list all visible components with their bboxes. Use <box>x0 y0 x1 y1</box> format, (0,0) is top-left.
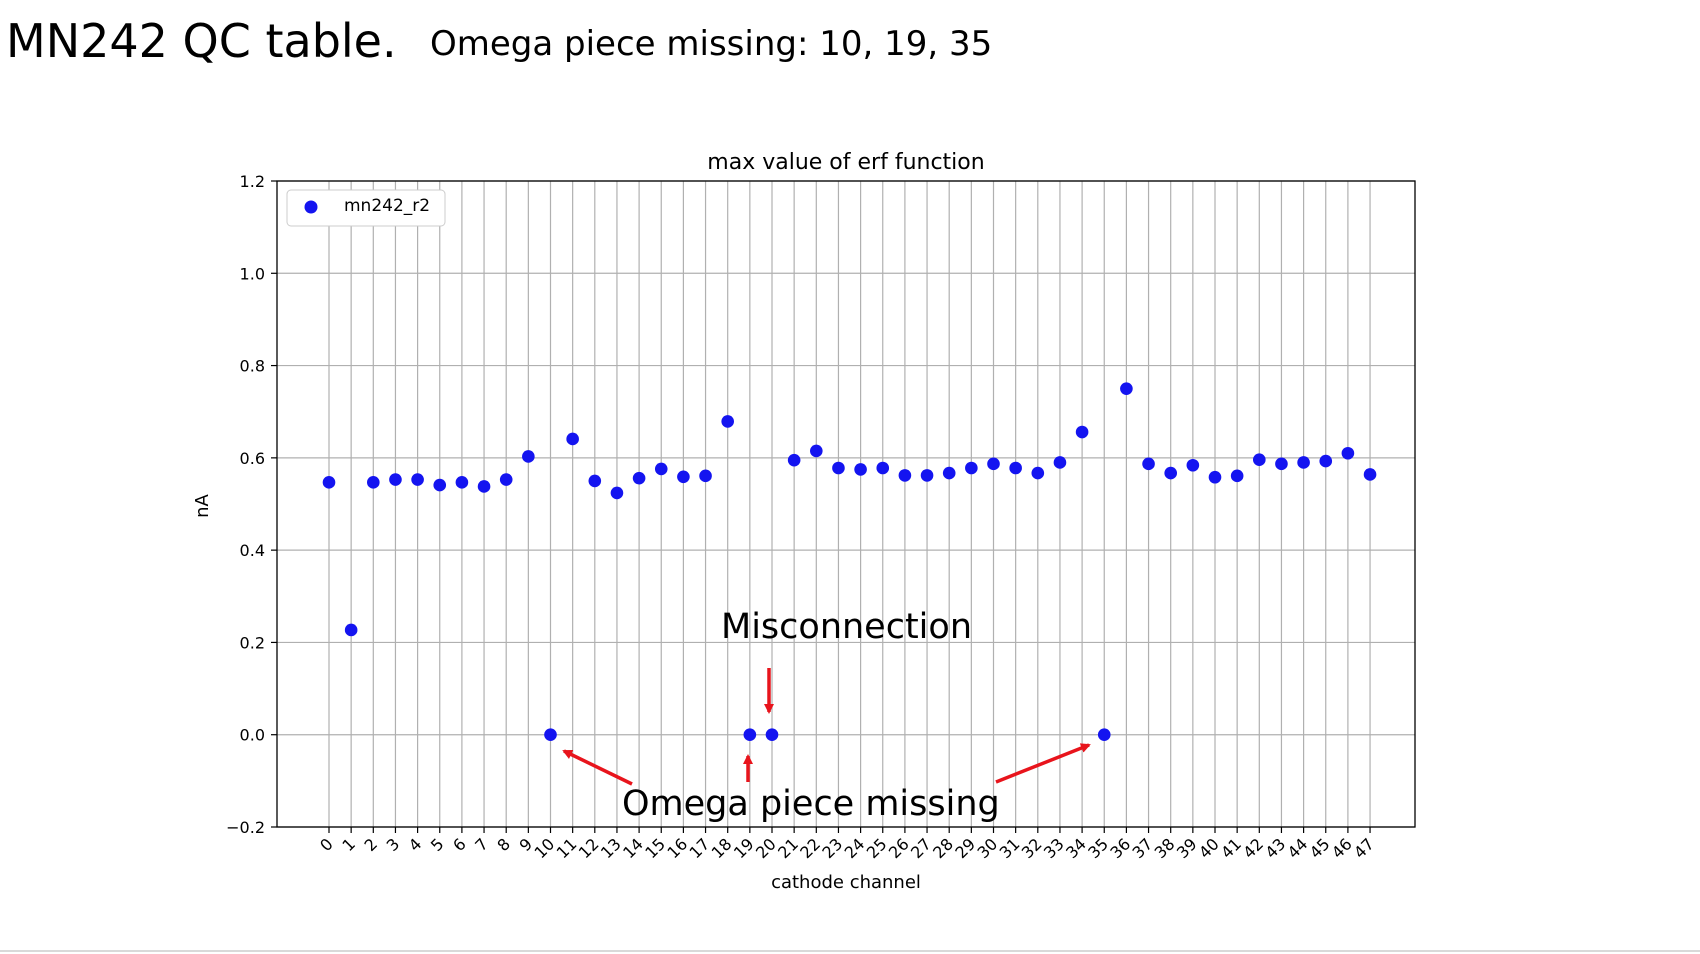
x-tick-label: 4 <box>405 834 426 855</box>
omega-arrow-right <box>995 743 1091 784</box>
y-tick-label: 1.2 <box>240 172 265 191</box>
x-tick-label: 5 <box>427 834 448 855</box>
y-tick-label: −0.2 <box>226 818 265 837</box>
data-point <box>1275 457 1288 471</box>
data-point <box>765 728 779 742</box>
x-tick-label: 2 <box>360 834 381 855</box>
data-point <box>743 728 757 742</box>
data-point <box>942 466 956 480</box>
x-tick-label: 6 <box>449 834 470 855</box>
data-point <box>832 461 845 475</box>
data-point <box>389 473 402 486</box>
plot-frame <box>276 180 1416 828</box>
y-tick-label: 0.2 <box>240 633 265 652</box>
data-point <box>522 450 535 463</box>
data-point <box>322 476 336 489</box>
legend-label: mn242_r2 <box>344 196 430 216</box>
data-point <box>677 470 690 484</box>
data-point <box>1075 425 1089 439</box>
data-point <box>699 469 712 483</box>
x-axis-ticks: 0 1 2 3 4 5 6 7 8 9101112131415161718192021222324… <box>316 827 1378 862</box>
data-point <box>499 473 513 486</box>
data-point <box>1363 468 1377 481</box>
x-tick-label: 47 <box>1350 834 1378 862</box>
data-point <box>1186 458 1200 472</box>
omega-arrow-left <box>562 749 633 786</box>
x-tick-label: 8 <box>493 834 514 855</box>
data-point <box>854 463 867 476</box>
data-point <box>566 432 579 446</box>
data-point <box>987 457 1000 471</box>
legend-box <box>286 189 446 227</box>
data-point <box>1253 453 1266 467</box>
data-point <box>1208 470 1222 484</box>
data-point <box>965 461 978 475</box>
data-point <box>1053 456 1067 469</box>
slide-subtitle: Omega piece missing: 10, 19, 35 <box>430 24 993 64</box>
grid-lines <box>277 180 1415 828</box>
data-point <box>721 415 734 428</box>
data-point <box>654 462 668 476</box>
y-tick-label: 0.0 <box>240 726 265 745</box>
x-axis-label: cathode channel <box>771 872 921 893</box>
data-point <box>632 471 646 485</box>
x-tick-label: 0 <box>316 834 337 855</box>
slide-title: MN242 QC table. <box>6 14 397 68</box>
data-point <box>433 478 447 492</box>
data-point <box>920 469 934 482</box>
data-point <box>1142 457 1155 471</box>
data-point <box>898 469 912 482</box>
data-point <box>610 486 624 500</box>
x-tick-label: 1 <box>338 834 359 855</box>
data-point <box>1230 469 1244 483</box>
data-point <box>1097 728 1111 742</box>
data-point <box>1297 456 1310 469</box>
omega-missing-annotation: Omega piece missing <box>622 784 1000 824</box>
y-tick-label: 0.8 <box>240 357 265 376</box>
data-point <box>876 461 890 475</box>
misconnection-annotation: Misconnection <box>721 607 972 647</box>
slide-bottom-rule <box>0 950 1700 952</box>
y-axis-ticks: −0.2 0.0 0.2 0.4 0.6 0.8 1.0 1.2 <box>226 172 277 837</box>
y-tick-label: 0.6 <box>240 449 265 468</box>
x-tick-label: 3 <box>383 834 404 855</box>
data-point <box>810 444 823 458</box>
annotations: Misconnection Omega piece missing <box>562 607 1091 824</box>
data-point <box>588 474 602 488</box>
data-point <box>787 453 801 467</box>
legend-marker <box>304 200 318 214</box>
data-points <box>322 382 1377 742</box>
x-tick-label: 7 <box>471 834 492 855</box>
y-tick-label: 1.0 <box>240 264 265 283</box>
data-point <box>1164 466 1177 480</box>
data-point <box>455 476 469 489</box>
data-point <box>411 473 424 486</box>
data-point <box>1319 454 1333 468</box>
y-tick-label: 0.4 <box>240 541 265 560</box>
data-point <box>1031 466 1045 480</box>
data-point <box>344 623 358 637</box>
legend: mn242_r2 <box>286 189 446 227</box>
data-point <box>477 480 491 493</box>
chart-title: max value of erf function <box>707 150 984 175</box>
data-point <box>367 476 380 489</box>
data-point <box>1009 461 1022 475</box>
data-point <box>544 728 557 742</box>
data-point <box>1120 382 1133 395</box>
y-axis-label: nA <box>192 493 213 517</box>
data-point <box>1341 446 1355 460</box>
